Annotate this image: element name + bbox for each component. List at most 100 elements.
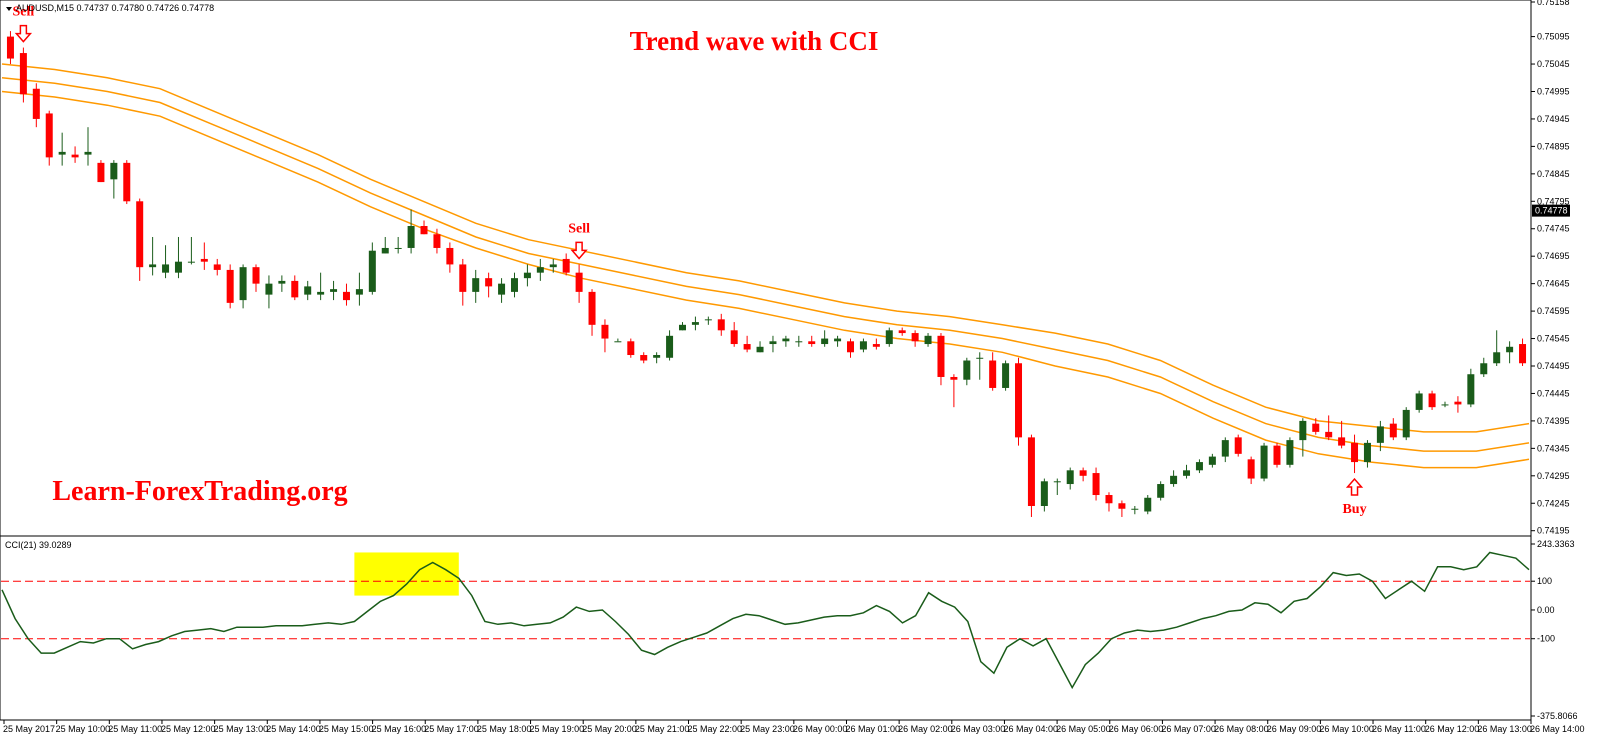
candle-body: [32, 88, 40, 119]
candle: [821, 330, 829, 347]
candle: [278, 275, 286, 292]
candle: [459, 258, 467, 306]
candle-body: [1338, 437, 1346, 446]
candle-body: [1363, 442, 1371, 463]
candle: [717, 313, 725, 336]
price-tick-label: 0.74595: [1537, 306, 1570, 316]
candle-body: [730, 330, 738, 345]
candle: [149, 236, 157, 276]
candle-body: [110, 162, 118, 180]
candle: [1273, 442, 1281, 468]
candle: [1467, 368, 1475, 408]
candle-body: [575, 272, 583, 292]
candle: [472, 269, 480, 303]
candle: [19, 47, 27, 103]
candle-body: [859, 341, 867, 350]
time-tick-label: 25 May 22:00: [688, 724, 743, 734]
candle: [898, 327, 906, 336]
candle-body: [601, 324, 609, 339]
chart-menu-chevron-icon[interactable]: [6, 7, 12, 11]
time-tick-label: 25 May 18:00: [477, 724, 532, 734]
watermark-text: Learn-ForexTrading.org: [52, 476, 347, 507]
candle-body: [717, 319, 725, 331]
candle-body: [1015, 363, 1023, 438]
moving-average-line: [1, 63, 1530, 433]
candle: [782, 335, 790, 347]
candle: [1338, 420, 1346, 449]
candle-body: [510, 278, 518, 292]
candle: [265, 275, 273, 309]
moving-average-line: [1, 77, 1530, 452]
candle: [6, 31, 14, 65]
time-tick-label: 26 May 10:00: [1319, 724, 1374, 734]
candle-body: [834, 338, 842, 342]
candle: [1519, 338, 1527, 366]
candle-body: [1053, 481, 1061, 483]
candle-body: [472, 278, 480, 292]
candle: [536, 258, 544, 281]
candle: [342, 283, 350, 306]
candle: [769, 335, 777, 353]
candle-body: [1066, 470, 1074, 485]
candle-body: [1105, 495, 1113, 504]
candle: [485, 272, 493, 298]
candle-body: [446, 247, 454, 265]
candle: [304, 280, 312, 301]
cci-label: CCI(21) 39.0289: [5, 540, 72, 550]
candle: [937, 333, 945, 386]
candle-body: [678, 324, 686, 331]
cci-line: [1, 551, 1530, 690]
candle-body: [19, 53, 27, 95]
candle-body: [1092, 473, 1100, 496]
candle: [549, 258, 557, 273]
candle: [924, 333, 932, 347]
price-tick-label: 0.74845: [1537, 169, 1570, 179]
price-tick-label: 0.74695: [1537, 251, 1570, 261]
candle-body: [898, 330, 906, 334]
time-tick-label: 25 May 12:00: [161, 724, 216, 734]
cci-axis: 243.3363 100 0.00 -100 -375.8066: [1531, 539, 1578, 721]
candle-body: [640, 355, 648, 361]
candle: [1131, 506, 1139, 515]
candle-body: [1002, 363, 1010, 388]
candle-body: [769, 341, 777, 345]
candle: [1105, 492, 1113, 512]
price-tick-label: 0.74895: [1537, 141, 1570, 151]
candle: [136, 198, 144, 281]
candle-body: [885, 330, 893, 345]
candle: [691, 316, 699, 331]
price-tick-label: 0.74645: [1537, 279, 1570, 289]
candle-body: [666, 335, 674, 358]
time-tick-label: 25 May 2017: [3, 724, 55, 734]
candle-body: [136, 201, 144, 268]
candle: [1363, 440, 1371, 468]
candle: [252, 264, 260, 292]
candle: [1286, 437, 1294, 468]
price-tick-label: 0.74995: [1537, 86, 1570, 96]
candle: [640, 352, 648, 364]
candle: [847, 338, 855, 358]
candle: [834, 335, 842, 347]
price-tick-label: 0.74745: [1537, 224, 1570, 234]
candle-body: [265, 283, 273, 295]
candle-body: [1376, 426, 1384, 443]
candle: [1325, 415, 1333, 441]
price-axis: 0.75158 0.75095 0.75045 0.74995 0.74945 0.748…: [1531, 0, 1570, 536]
candle: [601, 319, 609, 353]
candle-body: [1221, 440, 1229, 457]
candle: [1351, 434, 1359, 474]
price-tick-label: 0.74195: [1537, 526, 1570, 536]
candle-body: [963, 360, 971, 380]
candle-body: [821, 338, 829, 345]
candle: [872, 338, 880, 350]
candle-body: [213, 264, 221, 270]
candle-body: [1234, 437, 1242, 454]
candle: [963, 357, 971, 386]
cci-highlight-box: [354, 552, 459, 596]
candle: [330, 280, 338, 301]
candle: [911, 330, 919, 347]
candle-body: [614, 341, 622, 343]
candle: [678, 322, 686, 331]
candle: [1079, 467, 1087, 482]
